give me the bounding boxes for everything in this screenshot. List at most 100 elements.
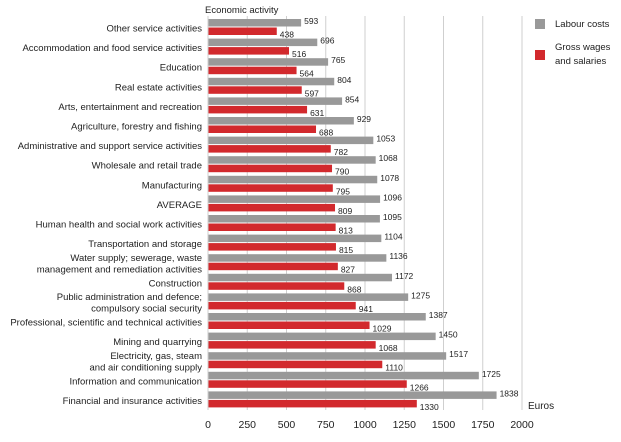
legend-label: Gross wages bbox=[555, 42, 611, 53]
gross-wages-bar bbox=[208, 282, 345, 290]
data-label: 688 bbox=[319, 128, 333, 138]
gross-wages-bar bbox=[208, 399, 417, 408]
data-label: 827 bbox=[341, 265, 355, 275]
category-label: Construction bbox=[149, 278, 202, 289]
x-tick-label: 0 bbox=[205, 419, 211, 431]
category-label: Electricity, gas, steam bbox=[110, 351, 202, 362]
data-label: 1068 bbox=[379, 153, 398, 163]
data-label: 1053 bbox=[376, 134, 395, 144]
x-tick-label: 500 bbox=[278, 419, 296, 431]
data-label: 597 bbox=[305, 88, 319, 98]
labour-costs-bar bbox=[208, 313, 426, 321]
gross-wages-bar bbox=[208, 164, 333, 173]
data-label: 593 bbox=[304, 16, 318, 26]
data-label: 782 bbox=[334, 147, 348, 157]
gross-wages-bar bbox=[208, 203, 336, 212]
gross-wages-bar bbox=[208, 321, 370, 329]
category-label: Professional, scientific and technical a… bbox=[10, 318, 202, 329]
category-label: Education bbox=[160, 63, 202, 74]
gross-wages-bar bbox=[208, 341, 376, 349]
data-label: 1172 bbox=[395, 271, 414, 281]
data-label: 804 bbox=[337, 75, 351, 85]
labour-costs-bar bbox=[208, 254, 387, 262]
x-axis-title: Euros bbox=[528, 401, 554, 412]
data-label: 795 bbox=[336, 186, 350, 196]
gross-wages-bar bbox=[208, 145, 331, 153]
category-label: Financial and insurance activities bbox=[63, 396, 203, 407]
data-label: 1110 bbox=[385, 363, 403, 373]
data-label: 1068 bbox=[379, 343, 398, 353]
labour-costs-bar bbox=[208, 352, 447, 360]
labour-costs-bar bbox=[208, 293, 409, 301]
data-label: 1330 bbox=[420, 402, 439, 412]
gross-wages-bar bbox=[208, 47, 290, 55]
data-label: 1029 bbox=[373, 324, 392, 334]
data-label: 1096 bbox=[383, 192, 402, 202]
x-tick-label: 2000 bbox=[510, 419, 534, 431]
category-label: Manufacturing bbox=[142, 180, 202, 191]
data-label: 1275 bbox=[411, 290, 430, 300]
category-label: Wholesale and retail trade bbox=[92, 161, 202, 172]
labour-costs-bar bbox=[208, 58, 329, 66]
data-label: 1078 bbox=[380, 173, 399, 183]
data-label: 765 bbox=[331, 55, 345, 65]
labour-costs-bar bbox=[208, 19, 302, 27]
category-label: Other service activities bbox=[106, 24, 202, 35]
category-label: Transportation and storage bbox=[88, 239, 202, 250]
data-label: 696 bbox=[320, 36, 334, 46]
y-axis-title: Economic activity bbox=[205, 5, 279, 16]
labour-costs-bar bbox=[208, 136, 374, 145]
category-label: AVERAGE bbox=[157, 200, 202, 211]
labour-costs-bar bbox=[208, 77, 335, 86]
data-label: 1104 bbox=[384, 232, 403, 242]
labour-costs-bar bbox=[208, 273, 393, 282]
labour-costs-bar bbox=[208, 117, 354, 125]
data-label: 1838 bbox=[500, 388, 519, 398]
data-label: 1095 bbox=[383, 212, 402, 222]
labour-costs-bar bbox=[208, 175, 378, 184]
labour-costs-bar bbox=[208, 156, 376, 164]
data-label: 809 bbox=[338, 206, 352, 216]
category-label: Agriculture, forestry and fishing bbox=[71, 122, 202, 133]
labour-costs-bar bbox=[208, 195, 381, 203]
gross-wages-bar bbox=[208, 301, 356, 310]
gross-wages-bar bbox=[208, 380, 407, 388]
data-label: 790 bbox=[335, 167, 349, 177]
labour-costs-bar bbox=[208, 371, 479, 380]
x-tick-label: 1250 bbox=[393, 419, 417, 431]
labour-costs-bar bbox=[208, 38, 318, 47]
data-label: 1450 bbox=[439, 330, 458, 340]
gross-wages-bar bbox=[208, 223, 336, 231]
data-label: 815 bbox=[339, 245, 353, 255]
legend-swatch-labour-costs bbox=[535, 19, 545, 29]
x-tick-label: 750 bbox=[317, 419, 335, 431]
data-label: 631 bbox=[310, 108, 324, 118]
category-label: and air conditioning supply bbox=[90, 362, 203, 373]
data-label: 868 bbox=[347, 284, 361, 294]
labour-costs-bar bbox=[208, 332, 436, 341]
category-label: Real estate activities bbox=[115, 82, 202, 93]
category-label: Water supply; sewerage, waste bbox=[70, 253, 202, 264]
legend-swatch-gross-wages bbox=[535, 50, 545, 60]
category-label: Information and communication bbox=[69, 376, 202, 387]
category-label: Public administration and defence; bbox=[57, 292, 202, 303]
gross-wages-bar bbox=[208, 184, 333, 192]
legend-label: Labour costs bbox=[555, 19, 610, 30]
data-label: 516 bbox=[292, 49, 306, 59]
x-tick-label: 1500 bbox=[432, 419, 456, 431]
x-tick-label: 1000 bbox=[353, 419, 377, 431]
category-label: Administrative and support service activ… bbox=[18, 141, 203, 152]
gross-wages-bar bbox=[208, 66, 297, 75]
category-label: Arts, entertainment and recreation bbox=[58, 102, 202, 113]
labour-costs-bar bbox=[208, 391, 497, 399]
data-label: 1136 bbox=[389, 251, 408, 261]
data-label: 941 bbox=[359, 304, 373, 314]
gross-wages-bar bbox=[208, 360, 383, 369]
category-label: compulsory social security bbox=[91, 304, 202, 315]
gross-wages-bar bbox=[208, 27, 277, 35]
data-label: 1725 bbox=[482, 369, 501, 379]
data-label: 1266 bbox=[410, 382, 429, 392]
labour-costs-bar bbox=[208, 234, 382, 243]
x-tick-label: 250 bbox=[238, 419, 256, 431]
